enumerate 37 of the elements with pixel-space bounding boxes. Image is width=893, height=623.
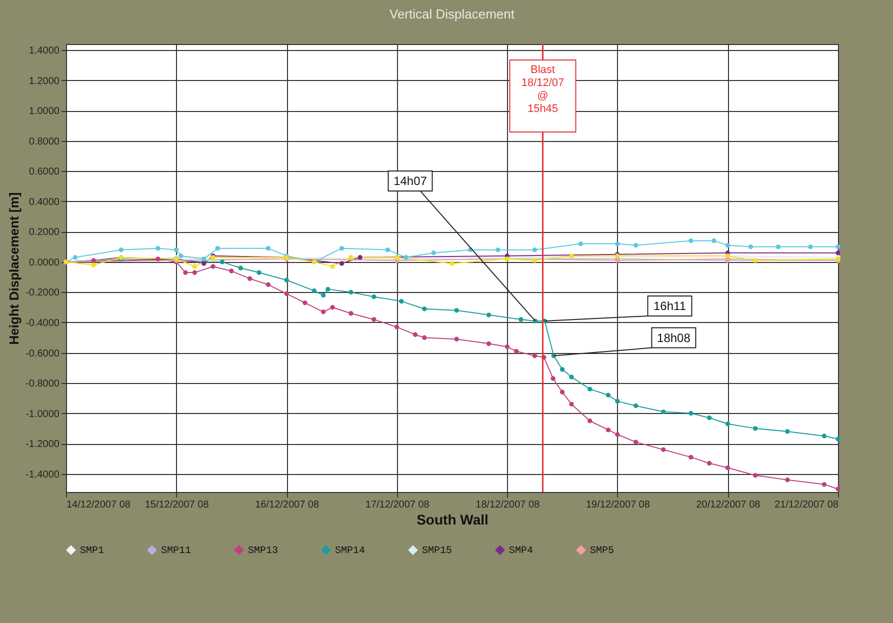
x-tick-label: 21/12/2007 08 [774, 500, 839, 510]
x-tick-label: 18/12/2007 08 [476, 500, 540, 510]
y-tick-label: 0.6000 [28, 166, 60, 178]
legend-label: SMP11 [161, 546, 192, 558]
x-tick-label: 19/12/2007 08 [586, 500, 650, 510]
y-tick-label: 0.4000 [28, 196, 60, 208]
y-tick-label: -1.4000 [26, 469, 60, 480]
legend-label: SMP15 [422, 546, 452, 558]
y-axis-title: Height Displacement [m] [6, 192, 22, 345]
legend-label: SMP13 [248, 546, 278, 558]
y-tick-label: -0.2000 [26, 288, 60, 299]
x-tick-label: 16/12/2007 08 [255, 500, 320, 510]
x-tick-label: 20/12/2007 08 [696, 500, 761, 510]
y-tick-label: -1.2000 [26, 439, 60, 450]
ref-line-label: Blast 18/12/07 @ 15h45 [521, 64, 564, 115]
y-tick-label: 1.2000 [28, 76, 60, 87]
y-tick-label: 0.2000 [28, 227, 60, 238]
y-tick-label: -0.8000 [26, 378, 60, 390]
legend-label: SMP5 [590, 546, 614, 558]
chart-title: Vertical Displacement [390, 6, 515, 22]
x-tick-label: 15/12/2007 08 [144, 500, 210, 510]
legend-label: SMP4 [509, 546, 534, 558]
y-tick-label: 1.0000 [28, 106, 60, 118]
y-tick-label: -0.6000 [26, 348, 60, 360]
y-tick-label: 0.8000 [28, 136, 60, 148]
y-tick-label: 1.4000 [28, 46, 60, 57]
legend-label: SMP14 [335, 546, 366, 558]
y-tick-label: -0.4000 [26, 318, 60, 329]
annotation: 14h07 [394, 174, 428, 188]
annotation: 16h11 [654, 298, 686, 313]
legend-label: SMP1 [80, 546, 104, 558]
x-tick-label: 17/12/2007 08 [365, 500, 430, 510]
y-tick-label: 0.0000 [28, 257, 60, 268]
annotation: 18h08 [657, 330, 691, 345]
x-tick-label: 14/12/2007 08 [66, 500, 131, 510]
y-tick-label: -1.0000 [26, 408, 60, 420]
x-axis-title: South Wall [416, 512, 488, 528]
